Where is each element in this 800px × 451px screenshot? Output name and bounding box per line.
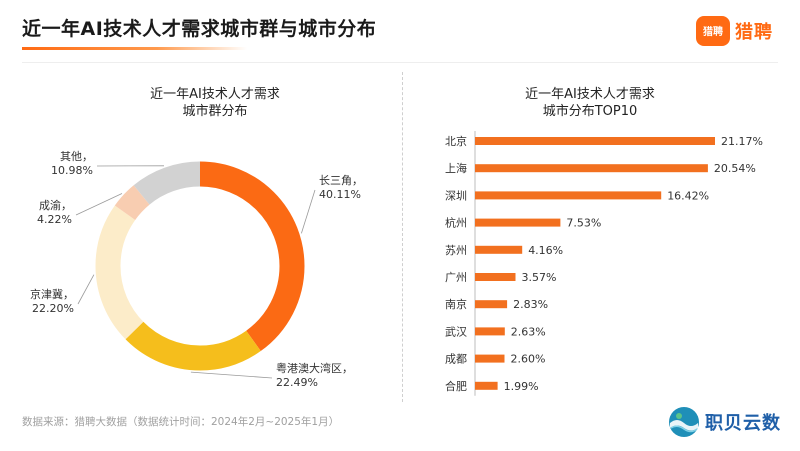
page-title: 近一年AI技术人才需求城市群与城市分布	[22, 18, 377, 40]
bar-0	[475, 137, 715, 145]
donut-slice-value: 22.49%	[276, 376, 318, 389]
bar-7	[475, 327, 505, 336]
bar-value-label: 7.53%	[566, 217, 601, 230]
donut-slice-label: 长三角，	[319, 174, 363, 187]
brand-logo: 猎聘 猎聘	[696, 16, 773, 46]
brand-logo-text: 猎聘	[735, 22, 773, 43]
bar-2	[475, 191, 662, 200]
source-note: 数据来源：猎聘大数据（数据统计时间：2024年2月~2025年1月）	[22, 416, 340, 428]
bar-8	[475, 354, 505, 363]
bar-category-label: 苏州	[445, 244, 467, 257]
bar-value-label: 20.54%	[714, 162, 756, 175]
bar-chart-title: 近一年AI技术人才需求 城市分布TOP10	[525, 87, 655, 119]
panel-divider	[402, 72, 403, 402]
donut-slice-label: 京津冀，	[30, 287, 74, 301]
watermark-text: 职贝云数	[705, 413, 781, 434]
bar-value-label: 4.16%	[528, 244, 563, 257]
donut-slice-2	[95, 161, 305, 371]
bar-value-label: 1.99%	[504, 380, 539, 393]
donut-slice-label: 粤港澳大湾区，	[276, 361, 353, 375]
bar-value-label: 2.63%	[511, 325, 546, 338]
brand-logo-badge: 猎聘	[696, 16, 730, 46]
donut-slice-1	[95, 161, 305, 371]
bar-3	[475, 218, 561, 227]
bar-6	[475, 300, 508, 309]
bar-9	[475, 381, 498, 390]
watermark-logo: 职贝云数	[668, 406, 781, 438]
donut-leader-line	[301, 189, 316, 234]
bar-category-label: 北京	[445, 134, 467, 148]
donut-leader-line	[75, 193, 123, 216]
donut-slice-value: 10.98%	[51, 164, 93, 177]
bar-category-label: 南京	[445, 297, 467, 311]
bar-value-label: 2.83%	[513, 298, 548, 311]
bar-category-label: 武汉	[445, 325, 467, 338]
title-underline	[22, 47, 247, 50]
donut-chart-title: 近一年AI技术人才需求 城市群分布	[150, 87, 280, 119]
donut-slice-label: 其他，	[60, 150, 93, 163]
bar-5	[475, 273, 516, 281]
donut-slice-value: 22.20%	[32, 302, 74, 315]
donut-slice-value: 40.11%	[319, 188, 361, 201]
bar-chart: 北京 21.17% 上海 20.54% 深圳 16.42% 杭州 7.53% 苏州 4.16% 广州…	[445, 131, 763, 396]
donut-leader-line	[190, 371, 273, 379]
donut-slice-4	[95, 161, 305, 371]
donut-slice-label: 成渝，	[39, 198, 72, 212]
bar-category-label: 上海	[445, 161, 467, 175]
bar-value-label: 2.60%	[511, 353, 546, 366]
donut-slice-value: 4.22%	[37, 213, 72, 226]
bar-value-label: 3.57%	[522, 271, 557, 284]
header-divider	[22, 62, 778, 63]
bar-category-label: 合肥	[445, 379, 467, 393]
bar-category-label: 杭州	[445, 216, 467, 230]
donut-ring	[95, 161, 305, 371]
bar-4	[475, 245, 523, 254]
donut-leader-line	[77, 274, 95, 305]
donut-chart: 长三角，40.11% 粤港澳大湾区，22.49% 京津冀，22.20% 成渝，4.22…	[30, 150, 363, 389]
bar-1	[475, 164, 708, 173]
bar-category-label: 深圳	[445, 189, 467, 202]
bar-category-label: 成都	[445, 353, 467, 366]
bar-value-label: 21.17%	[721, 135, 763, 148]
bar-value-label: 16.42%	[667, 189, 709, 202]
globe-wave-icon	[669, 407, 699, 437]
bar-category-label: 广州	[445, 271, 467, 284]
